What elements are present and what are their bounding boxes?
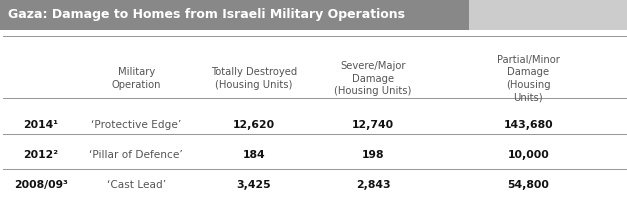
Text: Severe/Major
Damage
(Housing Units): Severe/Major Damage (Housing Units) — [334, 61, 412, 96]
Text: 12,740: 12,740 — [352, 120, 394, 131]
Text: ‘Protective Edge’: ‘Protective Edge’ — [92, 120, 181, 131]
Text: ‘Pillar of Defence’: ‘Pillar of Defence’ — [90, 150, 183, 160]
Text: 2012²: 2012² — [23, 150, 58, 160]
Bar — [469, 0, 627, 30]
Text: 3,425: 3,425 — [236, 180, 271, 190]
Text: 143,680: 143,680 — [503, 120, 553, 131]
Text: 2,843: 2,843 — [356, 180, 391, 190]
Text: ‘Cast Lead’: ‘Cast Lead’ — [107, 180, 166, 190]
Text: Gaza: Damage to Homes from Israeli Military Operations: Gaza: Damage to Homes from Israeli Milit… — [8, 9, 404, 21]
Text: 54,800: 54,800 — [507, 180, 549, 190]
Text: Military
Operation: Military Operation — [112, 67, 161, 90]
Text: 10,000: 10,000 — [507, 150, 549, 160]
Bar — [0, 0, 469, 30]
Text: 2014¹: 2014¹ — [23, 120, 58, 131]
Text: 184: 184 — [243, 150, 265, 160]
Text: Totally Destroyed
(Housing Units): Totally Destroyed (Housing Units) — [211, 67, 297, 90]
Text: Partial/Minor
Damage
(Housing
Units): Partial/Minor Damage (Housing Units) — [497, 55, 560, 102]
Text: 2008/09³: 2008/09³ — [14, 180, 68, 190]
Text: 12,620: 12,620 — [233, 120, 275, 131]
Text: 198: 198 — [362, 150, 384, 160]
